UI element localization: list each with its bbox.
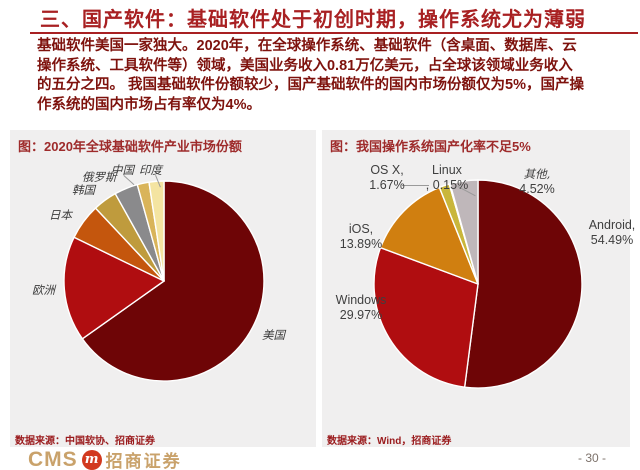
slice-label-europe: 欧洲 <box>32 283 55 297</box>
pie-slice <box>373 246 479 388</box>
pie-slice <box>449 179 479 285</box>
slice-label-japan: 日本 <box>49 208 72 222</box>
intro-paragraph: 基础软件美国一家独大。2020年，在全球操作系统、基础软件（含桌面、数据库、云 … <box>37 37 612 115</box>
page-title: 三、国产软件：基础软件处于初创时期，操作系统尤为薄弱 <box>40 7 586 31</box>
slice-label-russia: 俄罗斯 <box>82 170 117 184</box>
data-source: 数据来源：Wind，招商证券 <box>327 436 452 447</box>
pie-slice <box>379 186 479 285</box>
pie-slice <box>63 236 165 340</box>
cms-logo-text: CMS <box>28 447 78 470</box>
pie-chart-global-share <box>63 180 265 382</box>
intro-line: 作系统的国内市场占有率仅为4%。 <box>37 96 261 113</box>
intro-line: 的五分之四。 我国基础软件份额较少，国产基础软件的国内市场份额仅为5%，国产操 <box>37 77 584 93</box>
slice-label-osx: OS X, 1.67% <box>369 163 405 192</box>
pie-slice <box>81 180 265 382</box>
pie-slice <box>463 179 583 389</box>
slice-label-other: 其他, 4.52% <box>519 167 555 196</box>
cms-brand-logo: CMS m 招商证券 <box>28 447 182 470</box>
slice-label-usa: 美国 <box>262 328 285 342</box>
slice-label-korea: 韩国 <box>72 183 95 197</box>
chart-panel-global-share: 图：2020年全球基础软件产业市场份额 美国 欧洲 日本 韩国 俄罗斯 中国 印… <box>10 130 316 447</box>
slice-label-linux: Linux , 0.15% <box>425 163 469 192</box>
data-source: 数据来源：中国软协、招商证券 <box>15 436 155 447</box>
brand-name: 招商证券 <box>105 452 182 470</box>
pie-slice <box>148 180 165 282</box>
chart-title: 图：我国操作系统国产化率不足5% <box>330 139 531 154</box>
title-underline <box>30 32 638 34</box>
intro-line: 基础软件美国一家独大。2020年，在全球操作系统、基础软件（含桌面、数据库、云 <box>37 38 577 54</box>
slice-label-china: 中国 <box>111 163 134 177</box>
slice-label-android: Android, 54.49% <box>588 218 636 247</box>
chart-title: 图：2020年全球基础软件产业市场份额 <box>18 139 242 154</box>
intro-line: 操作系统、工具软件等）领域，美国业务收入0.81万亿美元，占全球该领域业务收入 <box>37 57 573 74</box>
page-number: - 30 - <box>578 451 607 465</box>
slice-label-ios: iOS, 13.89% <box>339 222 383 251</box>
slice-label-windows: Windows 29.97% <box>335 293 387 322</box>
leader-line <box>402 185 429 186</box>
cms-flame-icon: m <box>81 449 102 470</box>
chart-panel-os-share: 图：我国操作系统国产化率不足5% Android, 54.49% Windows… <box>322 130 635 447</box>
pie-chart-os-share <box>373 179 583 389</box>
slice-label-india: 印度 <box>139 163 162 177</box>
